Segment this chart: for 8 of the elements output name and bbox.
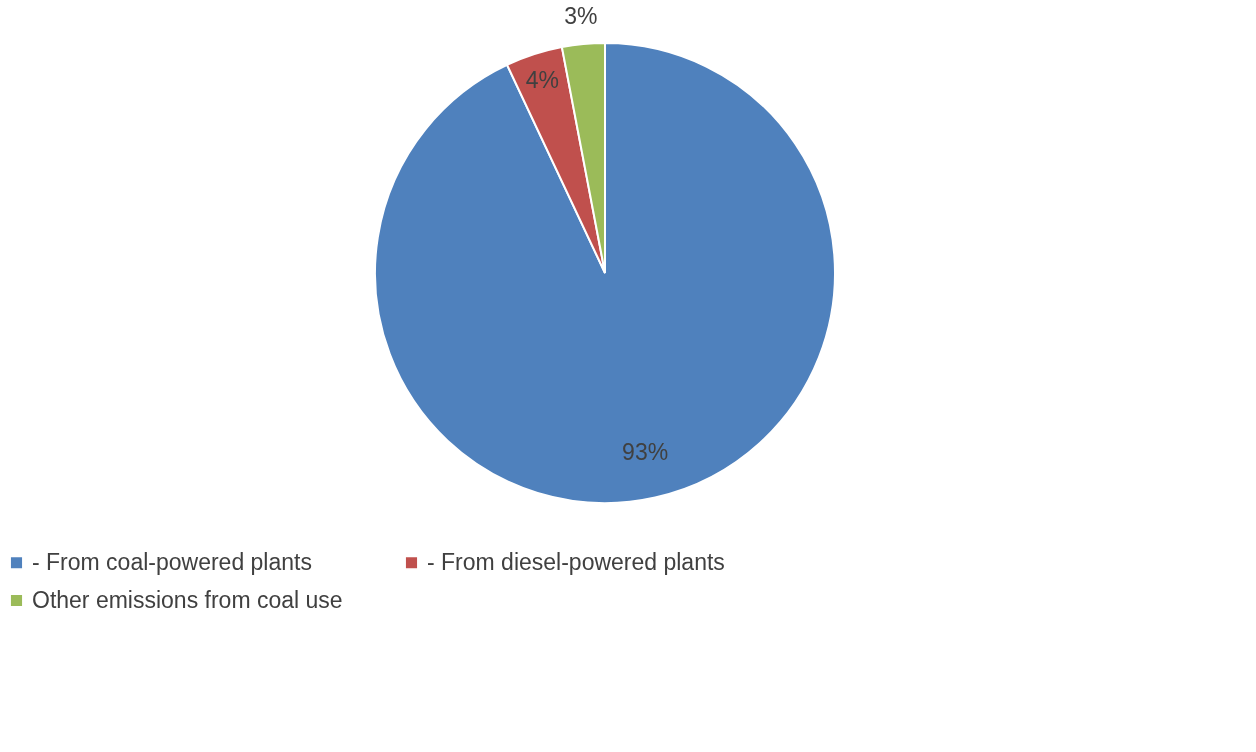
legend-label: Other emissions from coal use	[32, 586, 343, 613]
legend-label: - From diesel-powered plants	[427, 548, 725, 575]
data-label: 3%	[564, 2, 598, 29]
pie-slice	[506, 46, 606, 274]
pie-slice	[374, 42, 836, 504]
data-label: 93%	[622, 438, 669, 465]
legend-label: - From coal-powered plants	[32, 548, 312, 575]
data-label: 4%	[525, 66, 560, 93]
